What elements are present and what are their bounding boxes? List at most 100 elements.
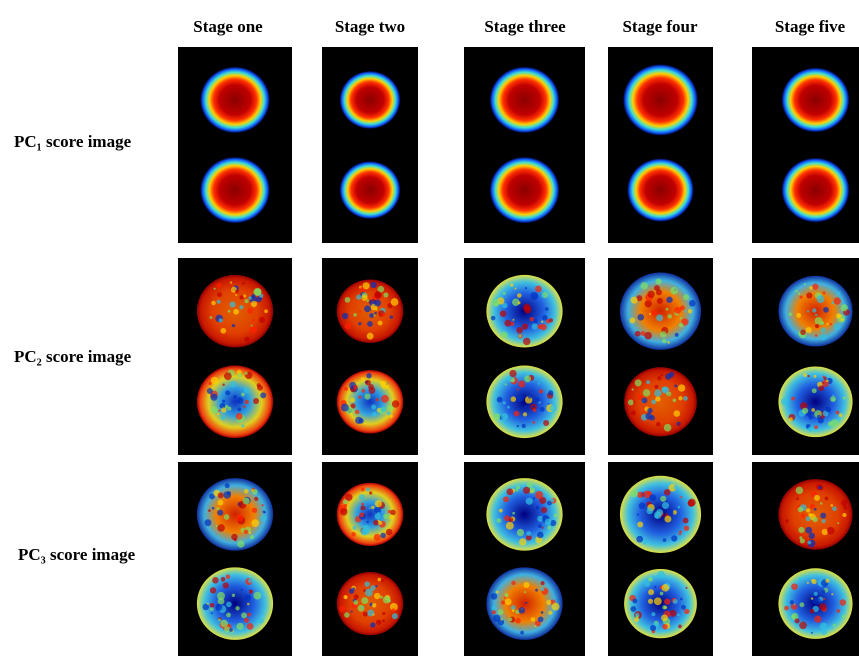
speckle xyxy=(791,397,795,401)
speckle xyxy=(648,599,653,604)
speckle xyxy=(537,324,542,329)
speckle xyxy=(662,605,666,609)
speckle xyxy=(524,306,532,314)
speckle xyxy=(519,334,522,337)
speckle xyxy=(375,513,381,519)
speckle xyxy=(654,285,660,291)
speckle xyxy=(636,536,643,543)
speckle xyxy=(662,502,669,509)
speckle xyxy=(644,581,650,587)
speckle xyxy=(813,375,816,378)
speckle xyxy=(534,397,539,402)
speckle xyxy=(678,396,682,400)
speckle xyxy=(673,410,680,417)
speckle xyxy=(680,496,682,498)
speckle xyxy=(675,333,679,337)
sample xyxy=(197,275,273,348)
speckle xyxy=(352,526,356,530)
speckle xyxy=(226,574,231,579)
speckle xyxy=(510,284,513,287)
sample xyxy=(337,572,404,635)
speckle xyxy=(536,506,540,510)
speckle xyxy=(789,313,793,317)
speckle xyxy=(825,579,829,583)
speckle xyxy=(796,313,801,318)
speckle xyxy=(211,377,219,385)
speckle xyxy=(664,489,671,496)
speckle xyxy=(505,383,507,385)
speckle xyxy=(506,488,513,495)
speckle xyxy=(518,380,525,387)
speckle xyxy=(499,509,503,513)
sample xyxy=(623,64,698,135)
speckle xyxy=(529,487,535,493)
speckle xyxy=(372,603,377,608)
speckle xyxy=(392,608,396,612)
speckle xyxy=(505,599,512,606)
speckle xyxy=(220,620,228,628)
speckle xyxy=(231,534,237,540)
speckle xyxy=(381,579,384,582)
speckle xyxy=(212,577,219,584)
speckle xyxy=(514,288,516,290)
speckle xyxy=(252,508,257,513)
speckle xyxy=(389,414,393,418)
speckle xyxy=(822,519,826,523)
speckle xyxy=(247,308,253,314)
speckle xyxy=(222,384,224,386)
speckle xyxy=(800,329,806,335)
speckle xyxy=(211,301,216,306)
sample xyxy=(486,275,562,348)
speckle xyxy=(350,397,355,402)
speckle xyxy=(806,516,811,521)
speckle xyxy=(798,507,804,513)
speckle xyxy=(843,397,846,400)
speckle xyxy=(649,494,656,501)
speckle xyxy=(217,500,223,506)
speckle xyxy=(649,313,651,315)
speckle xyxy=(809,415,813,419)
speckle xyxy=(380,596,383,599)
speckle xyxy=(668,482,671,485)
speckle xyxy=(538,616,544,622)
speckle xyxy=(509,370,516,377)
speckle xyxy=(219,318,223,322)
sample xyxy=(200,67,269,133)
speckle xyxy=(651,310,657,316)
speckle xyxy=(545,519,551,525)
speckle xyxy=(244,489,249,494)
speckle xyxy=(818,385,824,391)
speckle xyxy=(823,598,825,600)
speckle xyxy=(361,377,365,381)
speckle xyxy=(366,521,369,524)
speckle xyxy=(538,383,540,385)
speckle xyxy=(546,600,551,605)
speckle xyxy=(541,320,543,322)
speckle xyxy=(241,424,244,427)
speckle xyxy=(245,400,249,404)
speckle xyxy=(353,385,358,390)
speckle xyxy=(344,595,348,599)
speckle xyxy=(253,398,259,404)
speckle xyxy=(361,503,364,506)
speckle xyxy=(536,539,538,541)
speckle xyxy=(378,521,382,525)
speckle xyxy=(812,308,816,312)
speckle xyxy=(257,383,261,387)
speckle xyxy=(635,379,642,386)
sample xyxy=(490,67,559,133)
speckle xyxy=(501,601,505,605)
speckle xyxy=(541,507,547,513)
speckle xyxy=(804,283,806,285)
speckle xyxy=(249,589,253,593)
speckle xyxy=(217,300,221,304)
speckle xyxy=(832,506,837,511)
speckle xyxy=(374,312,377,315)
speckle xyxy=(388,510,391,513)
speckle xyxy=(374,534,381,541)
speckle xyxy=(364,305,371,312)
speckle xyxy=(523,487,530,494)
speckle xyxy=(811,408,815,412)
speckle xyxy=(656,314,663,321)
speckle xyxy=(807,310,809,312)
